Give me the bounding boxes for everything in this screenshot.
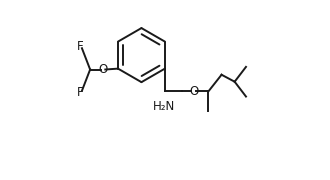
Text: O: O xyxy=(189,85,198,98)
Text: O: O xyxy=(99,63,108,76)
Text: F: F xyxy=(77,40,84,53)
Text: F: F xyxy=(77,86,84,99)
Text: H₂N: H₂N xyxy=(153,100,175,113)
